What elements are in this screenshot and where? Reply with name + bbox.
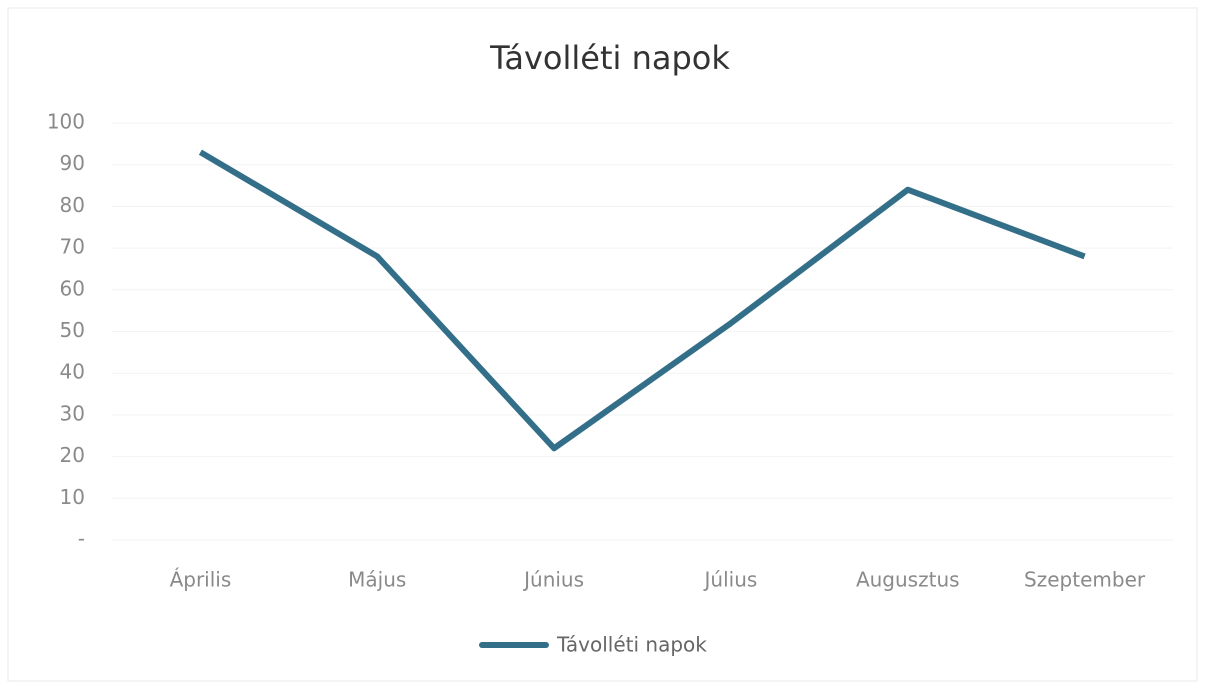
x-tick-label: Május — [348, 568, 406, 592]
x-tick-label: Augusztus — [856, 568, 960, 592]
y-tick-label: 30 — [60, 401, 85, 425]
y-tick-label: - — [78, 527, 85, 551]
y-tick-label: 50 — [60, 318, 85, 342]
y-tick-label: 70 — [60, 235, 85, 259]
y-tick-label: 80 — [60, 193, 85, 217]
x-tick-label: Április — [170, 568, 232, 592]
data-line — [198, 149, 1086, 452]
chart-title: Távolléti napok — [489, 39, 730, 77]
chart-frame — [7, 7, 1198, 682]
y-tick-label: 60 — [60, 276, 85, 300]
x-tick-label: Június — [522, 568, 584, 592]
legend-label: Távolléti napok — [556, 633, 707, 657]
y-tick-label: 10 — [60, 485, 85, 509]
y-tick-label: 20 — [60, 443, 85, 467]
x-tick-label: Július — [703, 568, 758, 592]
x-tick-label: Szeptember — [1024, 568, 1146, 592]
y-tick-label: 40 — [60, 360, 85, 384]
y-tick-label: 100 — [47, 110, 85, 134]
y-tick-label: 90 — [60, 151, 85, 175]
